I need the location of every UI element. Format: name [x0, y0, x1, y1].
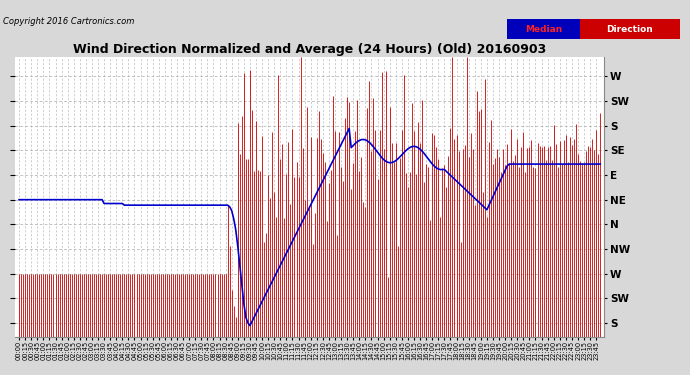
FancyBboxPatch shape	[507, 19, 580, 39]
Text: Median: Median	[525, 25, 562, 34]
Title: Wind Direction Normalized and Average (24 Hours) (Old) 20160903: Wind Direction Normalized and Average (2…	[73, 43, 546, 56]
Text: Direction: Direction	[607, 25, 653, 34]
Text: Copyright 2016 Cartronics.com: Copyright 2016 Cartronics.com	[3, 17, 135, 26]
FancyBboxPatch shape	[580, 19, 680, 39]
